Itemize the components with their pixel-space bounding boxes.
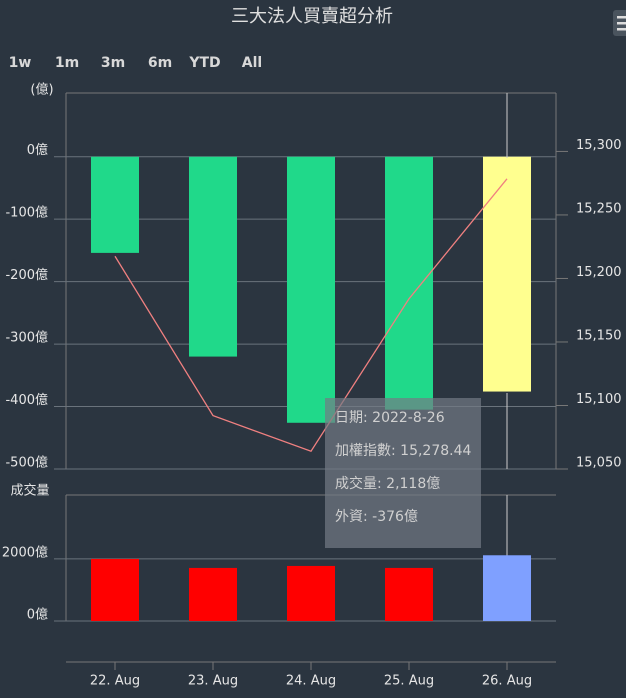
bar [91, 156, 139, 253]
y-tick-label: -500億 [5, 455, 48, 471]
volume-bar [483, 555, 531, 621]
tooltip-box [325, 398, 481, 548]
y-tick-label: 0億 [27, 142, 48, 158]
menu-line [617, 28, 626, 31]
bar [189, 156, 237, 357]
volume-bar [91, 558, 139, 621]
y-tick-label: -400億 [5, 392, 48, 408]
x-tick-label: 24. Aug [286, 674, 336, 689]
y2-tick-label: 15,150 [576, 328, 622, 343]
tooltip-line: 日期: 2022-8-26 [335, 410, 445, 426]
volume-bar [385, 567, 433, 621]
bar [287, 156, 335, 423]
x-tick-label: 23. Aug [188, 674, 238, 689]
tooltip-line: 加權指數: 15,278.44 [335, 443, 472, 459]
tooltip-line: 成交量: 2,118億 [335, 475, 440, 492]
volume-bar [189, 567, 237, 621]
x-tick-label: 25. Aug [384, 674, 434, 689]
y-tick-label: 0億 [27, 607, 48, 623]
y2-tick-label: 15,050 [576, 456, 622, 471]
tooltip-line: 外資: -376億 [335, 509, 418, 525]
bar [385, 156, 433, 410]
y2-tick-label: 15,200 [576, 265, 622, 280]
menu-line [617, 22, 626, 25]
range-button[interactable]: All [242, 55, 262, 71]
y-axis-label: 成交量 [10, 483, 49, 499]
y-axis-label: (億) [30, 82, 53, 98]
range-button[interactable]: 1m [55, 55, 79, 71]
x-tick-label: 22. Aug [90, 674, 140, 689]
y-tick-label: 2000億 [2, 544, 48, 560]
x-tick-label: 26. Aug [482, 674, 532, 689]
menu-button[interactable] [613, 10, 626, 36]
range-button[interactable]: 1w [9, 55, 32, 71]
y2-tick-label: 15,250 [576, 201, 622, 216]
range-button[interactable]: 3m [101, 55, 125, 71]
range-button[interactable]: YTD [188, 55, 220, 71]
index-line [114, 178, 508, 453]
volume-bar [287, 565, 335, 621]
y-tick-label: -200億 [5, 267, 48, 283]
y-tick-label: -300億 [5, 330, 48, 346]
y2-tick-label: 15,100 [576, 392, 622, 407]
chart-title: 三大法人買賣超分析 [231, 6, 393, 27]
bar [483, 156, 531, 392]
range-button[interactable]: 6m [148, 55, 172, 71]
menu-line [617, 16, 626, 19]
y-tick-label: -100億 [5, 205, 48, 221]
y2-tick-label: 15,300 [576, 138, 622, 153]
